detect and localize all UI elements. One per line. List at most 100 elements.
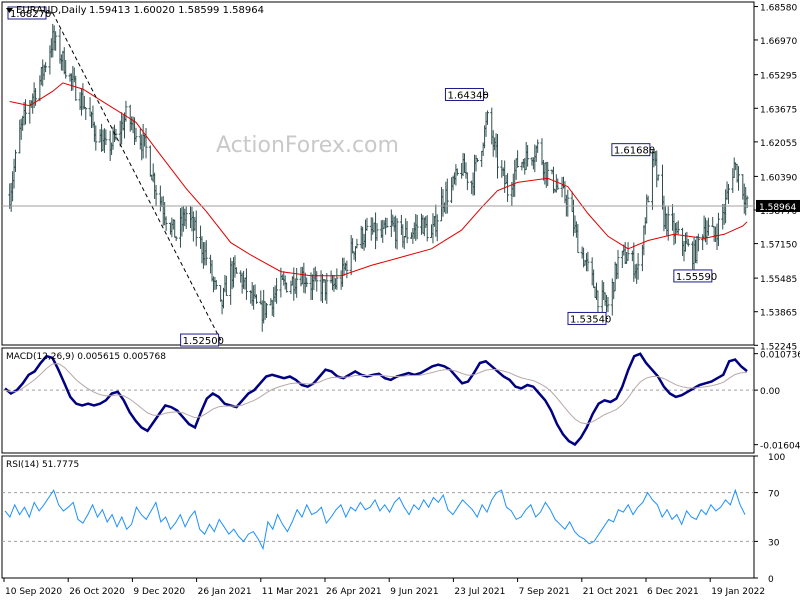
ohlc-bar — [711, 216, 715, 228]
rsi-axis-label: 30 — [768, 538, 780, 548]
ohlc-bar — [726, 183, 730, 204]
price-axis-label: 1.52245 — [760, 342, 797, 352]
ohlc-bar — [737, 166, 741, 191]
price-axis-label: 1.62055 — [760, 139, 797, 149]
annotation-label: 1.52500 — [183, 336, 224, 347]
ohlc-bar — [465, 172, 469, 191]
last-price-label: 1.58964 — [759, 203, 796, 213]
annotation-label: 1.64340 — [447, 90, 488, 101]
x-axis-label: 26 Oct 2020 — [69, 587, 125, 597]
x-axis-label: 9 Jun 2021 — [390, 587, 438, 597]
price-axis-label: 1.65295 — [760, 72, 797, 82]
ohlc-bar — [445, 178, 449, 214]
ohlc-bar — [365, 217, 369, 231]
symbol-label: EURAUD,Daily — [16, 5, 87, 16]
ohlc-bar — [395, 218, 399, 250]
ohlc-bar — [104, 129, 108, 146]
rsi-axis-label: 70 — [768, 490, 780, 500]
header: EURAUD,Daily 1.59413 1.60020 1.58599 1.5… — [6, 5, 264, 16]
rsi-title: RSI(14) 51.7775 — [6, 460, 79, 470]
x-axis-label: 19 Jan 2022 — [711, 587, 765, 597]
ohlc-bar — [626, 242, 630, 261]
ohlc-bar — [475, 157, 479, 163]
price-pane-frame — [1, 1, 755, 346]
macd-pane-frame — [1, 347, 755, 454]
annotation-box — [7, 6, 47, 20]
ohlc-bar — [174, 236, 178, 242]
ohlc-bar — [676, 220, 680, 235]
price-axis-label: 1.57150 — [760, 241, 797, 251]
price-axis-label: 1.55485 — [760, 275, 797, 285]
ohlc-bar — [556, 178, 560, 190]
ohlc-bar — [154, 184, 158, 207]
ohlc-bar — [94, 125, 98, 151]
ohlc-bar — [425, 215, 429, 242]
ohlc-bar — [355, 238, 359, 249]
ohlc-bar — [666, 206, 670, 241]
annotation-box — [180, 333, 220, 347]
macd-line — [4, 352, 748, 447]
ohlc-bar — [44, 62, 48, 73]
annotation-box — [567, 311, 607, 325]
ohlc-bar — [305, 277, 309, 288]
rsi-axis-label: 0 — [768, 575, 774, 585]
dropdown-triangle-icon[interactable] — [6, 8, 13, 13]
ohlc-bar — [84, 107, 88, 121]
ohlc-bar — [54, 31, 58, 51]
ohlc-bar — [485, 110, 489, 125]
ohlc-bar — [64, 59, 68, 79]
ohlc-bar — [194, 210, 198, 247]
ohlc-bar — [576, 224, 580, 254]
ohlc-bar — [586, 251, 590, 272]
rsi-pane-frame — [1, 455, 755, 579]
ohlc-bar — [656, 174, 660, 181]
ohlc-bar — [164, 216, 168, 231]
price-axis-label: 1.60390 — [760, 173, 797, 183]
ohlc-bar — [516, 150, 520, 168]
ohlc-bar — [214, 280, 218, 290]
annotation-box — [673, 269, 713, 283]
x-axis-label: 21 Oct 2021 — [583, 587, 639, 597]
ohlc-bar — [335, 268, 339, 290]
x-axis-label: 6 Dec 2021 — [647, 587, 699, 597]
ohlc-bar — [285, 282, 289, 293]
ohlc-bar — [74, 75, 78, 101]
x-axis-label: 11 Mar 2021 — [262, 587, 319, 597]
last-price-marker — [756, 199, 800, 212]
ohlc-bar — [144, 128, 148, 159]
macd-title: MACD(12,26,9) 0.005615 0.005768 — [6, 352, 166, 362]
x-axis-label: 26 Jan 2021 — [198, 587, 252, 597]
price-axis-label: 1.63675 — [760, 105, 797, 115]
ohlc-bar — [566, 189, 570, 217]
x-axis-label: 9 Dec 2020 — [133, 587, 185, 597]
ohlc-bar — [716, 212, 720, 247]
moving-average-line — [9, 82, 748, 277]
ohlc-bar — [455, 168, 459, 176]
ohlc-bar — [134, 127, 138, 142]
ohlc-bar — [646, 195, 650, 203]
price-axis-label: 1.58770 — [760, 207, 797, 217]
x-axis-label: 10 Sep 2020 — [5, 587, 62, 597]
signal-line — [4, 363, 748, 425]
macd-axis-label: 0.00 — [760, 387, 780, 397]
ohlc-bar — [244, 268, 248, 300]
ohlc-bar — [415, 214, 419, 240]
annotation-box — [444, 87, 484, 101]
ohlc-readout: 1.59413 1.60020 1.58599 1.58964 — [89, 5, 264, 16]
ohlc-bar — [254, 294, 258, 304]
annotation-label: 1.53540 — [570, 314, 611, 325]
ohlc-bar — [606, 296, 610, 313]
ohlc-bar — [616, 249, 620, 279]
x-axis-label: 23 Jul 2021 — [454, 587, 505, 597]
ohlc-bar — [295, 267, 299, 298]
ohlc-bar — [506, 173, 510, 202]
ohlc-bar — [13, 149, 17, 172]
annotation-label: 1.61680 — [614, 146, 655, 157]
price-axis-label: 1.66970 — [760, 37, 797, 47]
ohlc-bar — [596, 290, 600, 316]
ohlc-bar — [275, 277, 279, 304]
macd-axis-label: -0.016046 — [760, 442, 800, 452]
annotation-label: 1.68270 — [10, 9, 51, 20]
ohlc-bar — [526, 145, 530, 167]
